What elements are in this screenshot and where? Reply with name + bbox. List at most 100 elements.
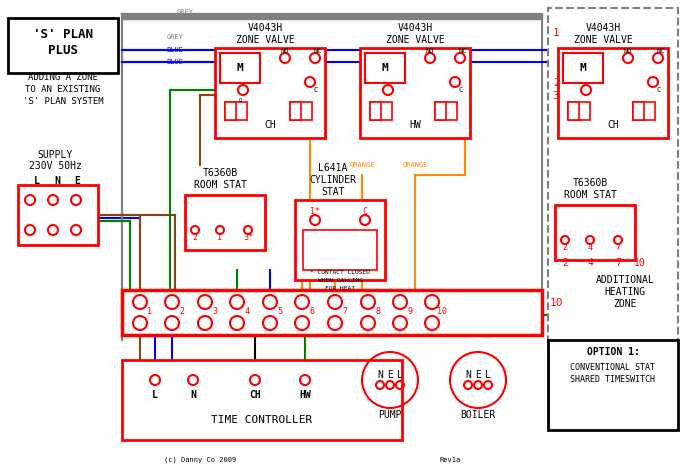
Text: 10: 10 xyxy=(549,298,563,308)
Text: ORANGE: ORANGE xyxy=(402,162,428,168)
Text: L641A: L641A xyxy=(318,163,348,173)
Text: PUMP: PUMP xyxy=(378,410,402,420)
FancyBboxPatch shape xyxy=(18,185,98,245)
Text: ZONE VALVE: ZONE VALVE xyxy=(386,35,444,45)
FancyBboxPatch shape xyxy=(290,102,312,120)
Text: NO: NO xyxy=(426,48,434,54)
Text: HW: HW xyxy=(409,120,421,130)
Text: M: M xyxy=(580,63,586,73)
Text: NO: NO xyxy=(281,48,289,54)
Text: 230V 50Hz: 230V 50Hz xyxy=(28,161,81,171)
Text: 9: 9 xyxy=(408,307,413,316)
FancyBboxPatch shape xyxy=(290,102,301,120)
Text: 3*: 3* xyxy=(243,233,253,241)
FancyBboxPatch shape xyxy=(370,102,392,120)
Text: NC: NC xyxy=(657,48,665,54)
Text: Rev1a: Rev1a xyxy=(440,457,461,463)
Text: L: L xyxy=(485,370,491,380)
FancyBboxPatch shape xyxy=(185,195,265,250)
Text: * CONTACT CLOSED: * CONTACT CLOSED xyxy=(310,270,370,275)
Text: 5: 5 xyxy=(277,307,282,316)
Text: TIME CONTROLLER: TIME CONTROLLER xyxy=(211,415,313,425)
Text: 2: 2 xyxy=(562,242,567,251)
Text: BLUE: BLUE xyxy=(166,47,184,53)
FancyBboxPatch shape xyxy=(633,102,644,120)
Text: HW: HW xyxy=(299,390,311,400)
Text: L: L xyxy=(397,370,403,380)
Text: 4: 4 xyxy=(587,242,593,251)
Text: 1: 1 xyxy=(148,307,152,316)
FancyBboxPatch shape xyxy=(360,48,470,138)
Text: 2: 2 xyxy=(553,78,560,88)
FancyBboxPatch shape xyxy=(633,102,655,120)
FancyBboxPatch shape xyxy=(568,102,590,120)
FancyBboxPatch shape xyxy=(122,290,542,335)
FancyBboxPatch shape xyxy=(548,8,678,348)
Text: GREY: GREY xyxy=(166,34,184,40)
Text: CYLINDER: CYLINDER xyxy=(310,175,357,185)
FancyBboxPatch shape xyxy=(365,53,405,83)
FancyBboxPatch shape xyxy=(225,102,236,120)
Text: TO AN EXISTING: TO AN EXISTING xyxy=(26,86,101,95)
Text: 2: 2 xyxy=(562,258,568,268)
Text: 10: 10 xyxy=(634,258,646,268)
Text: ORANGE: ORANGE xyxy=(349,162,375,168)
Text: 10: 10 xyxy=(437,307,447,316)
Text: M: M xyxy=(382,63,388,73)
FancyBboxPatch shape xyxy=(122,14,542,19)
Text: ZONE: ZONE xyxy=(613,299,637,309)
FancyBboxPatch shape xyxy=(563,53,603,83)
Text: NC: NC xyxy=(459,48,467,54)
Text: L: L xyxy=(34,176,40,186)
Text: 'S' PLAN: 'S' PLAN xyxy=(33,29,93,42)
Text: 1: 1 xyxy=(217,233,222,241)
Text: 4: 4 xyxy=(244,307,250,316)
Text: 4: 4 xyxy=(587,258,593,268)
Text: C: C xyxy=(459,87,463,93)
Text: V4043H: V4043H xyxy=(397,23,433,33)
Text: BLUE: BLUE xyxy=(166,59,184,65)
Text: CH: CH xyxy=(249,390,261,400)
Text: N: N xyxy=(190,390,196,400)
Text: CH: CH xyxy=(607,120,619,130)
Text: BOILER: BOILER xyxy=(460,410,495,420)
Text: E: E xyxy=(74,176,80,186)
Text: 7: 7 xyxy=(342,307,348,316)
Text: 3: 3 xyxy=(213,307,217,316)
FancyBboxPatch shape xyxy=(220,53,260,83)
FancyBboxPatch shape xyxy=(303,230,377,270)
Text: N: N xyxy=(377,370,383,380)
FancyBboxPatch shape xyxy=(215,48,325,138)
Text: GREY: GREY xyxy=(177,9,193,15)
Text: OPTION 1:: OPTION 1: xyxy=(586,347,640,357)
Text: (c) Danny Co 2009: (c) Danny Co 2009 xyxy=(164,457,236,463)
Text: N: N xyxy=(465,370,471,380)
Text: HEATING: HEATING xyxy=(604,287,646,297)
FancyBboxPatch shape xyxy=(435,102,457,120)
FancyBboxPatch shape xyxy=(558,48,668,138)
Text: V4043H: V4043H xyxy=(248,23,283,33)
FancyBboxPatch shape xyxy=(8,18,118,73)
FancyBboxPatch shape xyxy=(435,102,446,120)
Text: ROOM STAT: ROOM STAT xyxy=(564,190,616,200)
Text: L: L xyxy=(152,390,158,400)
Text: CONVENTIONAL STAT: CONVENTIONAL STAT xyxy=(571,363,656,372)
Text: ZONE VALVE: ZONE VALVE xyxy=(235,35,295,45)
Text: C: C xyxy=(314,87,318,93)
FancyBboxPatch shape xyxy=(370,102,381,120)
Text: 6: 6 xyxy=(310,307,315,316)
Text: T6360B: T6360B xyxy=(202,168,237,178)
Text: C: C xyxy=(362,207,368,217)
FancyBboxPatch shape xyxy=(295,200,385,280)
Text: V4043H: V4043H xyxy=(585,23,620,33)
Text: 7: 7 xyxy=(615,258,621,268)
FancyBboxPatch shape xyxy=(555,205,635,260)
Text: ZONE VALVE: ZONE VALVE xyxy=(573,35,632,45)
Text: ROOM STAT: ROOM STAT xyxy=(194,180,246,190)
Text: 3: 3 xyxy=(553,91,560,101)
FancyBboxPatch shape xyxy=(225,102,247,120)
Text: T6360B: T6360B xyxy=(573,178,608,188)
Text: 2: 2 xyxy=(179,307,184,316)
Text: E: E xyxy=(387,370,393,380)
Text: STAT: STAT xyxy=(322,187,345,197)
